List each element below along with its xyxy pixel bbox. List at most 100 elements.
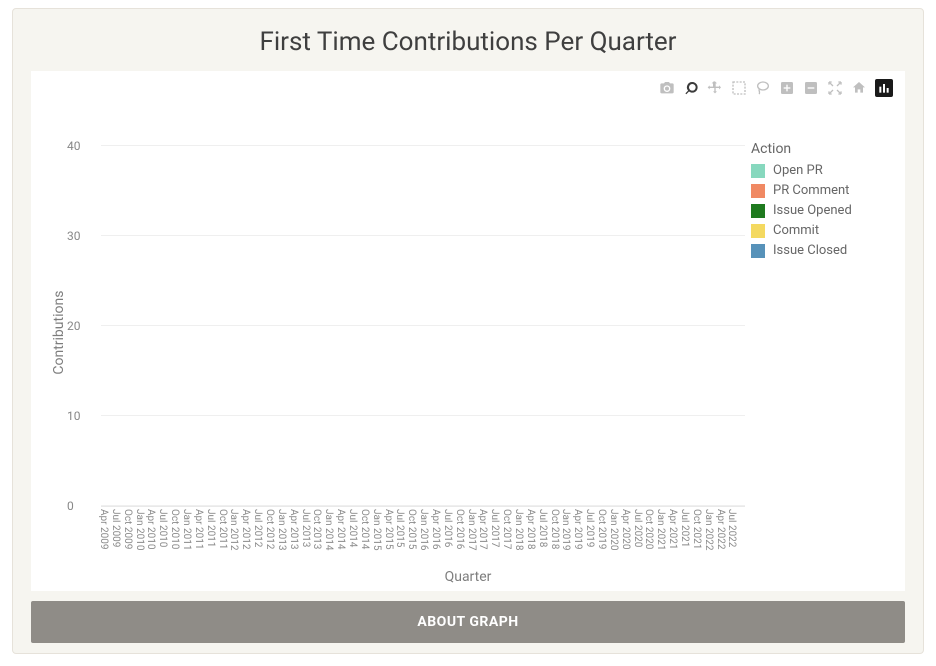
camera-icon[interactable] <box>659 80 675 96</box>
y-gridline <box>101 235 745 236</box>
x-tick-label: Jan 2013 <box>276 509 287 550</box>
x-tick-label: Jul 2012 <box>252 509 263 547</box>
chart-panel: First Time Contributions Per Quarter <box>12 8 924 654</box>
legend-label: Commit <box>773 223 819 238</box>
x-tick-label: Apr 2018 <box>525 509 536 550</box>
x-tick-label: Oct 2016 <box>454 509 465 549</box>
x-tick-label: Oct 2020 <box>643 509 654 549</box>
about-graph-button[interactable]: ABOUT GRAPH <box>31 601 905 643</box>
zoom-out-icon[interactable] <box>803 80 819 96</box>
x-tick-label: Oct 2017 <box>501 509 512 549</box>
x-tick-label: Oct 2014 <box>359 509 370 549</box>
y-gridline <box>101 415 745 416</box>
x-tick-label: Jan 2016 <box>418 509 429 550</box>
legend: Action Open PR PR Comment Issue Opened Comm… <box>751 141 891 263</box>
y-tick-label: 40 <box>67 139 81 153</box>
x-tick-label: Jul 2009 <box>110 509 121 547</box>
x-tick-label: Oct 2021 <box>691 509 702 549</box>
x-tick-label: Apr 2012 <box>240 509 251 550</box>
x-axis-title: Quarter <box>31 569 905 591</box>
x-tick-label: Jan 2020 <box>608 509 619 550</box>
legend-label: Issue Opened <box>773 203 852 218</box>
x-tick-label: Apr 2019 <box>572 509 583 550</box>
lasso-select-icon[interactable] <box>755 80 771 96</box>
x-tick-label: Oct 2013 <box>311 509 322 549</box>
x-tick-label: Apr 2011 <box>193 509 204 550</box>
x-tick-label: Jan 2019 <box>560 509 571 550</box>
x-tick-label: Jan 2014 <box>323 509 334 550</box>
x-tick-label: Oct 2009 <box>122 509 133 549</box>
legend-swatch <box>751 224 765 238</box>
x-tick-label: Jan 2018 <box>513 509 524 550</box>
x-tick-label: Jan 2015 <box>371 509 382 550</box>
y-axis-title: Contributions <box>51 291 67 375</box>
x-tick-label: Jan 2010 <box>134 509 145 550</box>
plot-card: Contributions Action Open PR PR Comment Is… <box>31 71 905 591</box>
x-tick-label: Jul 2022 <box>726 509 737 547</box>
legend-label: Issue Closed <box>773 243 847 258</box>
x-tick-label: Jul 2015 <box>394 509 405 547</box>
x-tick-label: Apr 2009 <box>98 509 109 550</box>
x-tick-label: Jul 2010 <box>157 509 168 547</box>
x-tick-label: Jan 2011 <box>181 509 192 550</box>
x-tick-label: Oct 2011 <box>217 509 228 549</box>
x-tick-label: Apr 2020 <box>620 509 631 550</box>
legend-swatch <box>751 204 765 218</box>
pan-icon[interactable] <box>707 80 723 96</box>
plot-area[interactable]: 010203040 Apr 2009Jul 2009Oct 2009Jan 20… <box>101 101 745 565</box>
y-tick-label: 30 <box>67 229 81 243</box>
x-tick-label: Apr 2015 <box>383 509 394 550</box>
x-tick-label: Jul 2021 <box>679 509 690 547</box>
x-tick-label: Jul 2014 <box>347 509 358 547</box>
x-tick-label: Jul 2017 <box>489 509 500 547</box>
x-tick-label: Jul 2016 <box>442 509 453 547</box>
x-tick-label: Apr 2014 <box>335 509 346 550</box>
x-tick-label: Oct 2010 <box>169 509 180 549</box>
x-tick-label: Oct 2019 <box>596 509 607 549</box>
x-tick-label: Apr 2013 <box>288 509 299 550</box>
legend-label: Open PR <box>773 163 823 178</box>
legend-title: Action <box>751 141 891 157</box>
legend-item[interactable]: Open PR <box>751 163 891 178</box>
legend-item[interactable]: Commit <box>751 223 891 238</box>
reset-axes-icon[interactable] <box>851 80 867 96</box>
legend-swatch <box>751 164 765 178</box>
x-tick-label: Apr 2021 <box>667 509 678 550</box>
legend-swatch <box>751 184 765 198</box>
x-tick-label: Jul 2013 <box>300 509 311 547</box>
x-tick-label: Oct 2015 <box>406 509 417 549</box>
x-tick-label: Apr 2022 <box>715 509 726 550</box>
x-tick-label: Jul 2011 <box>205 509 216 547</box>
y-tick-label: 10 <box>67 409 81 423</box>
box-select-icon[interactable] <box>731 80 747 96</box>
x-tick-label: Jan 2017 <box>466 509 477 550</box>
y-gridline <box>101 145 745 146</box>
grid-region: 010203040 <box>101 101 745 507</box>
legend-item[interactable]: Issue Opened <box>751 203 891 218</box>
x-tick-label: Apr 2017 <box>477 509 488 550</box>
x-tick-label: Jul 2019 <box>584 509 595 547</box>
y-gridline <box>101 325 745 326</box>
x-tick-label: Oct 2012 <box>264 509 275 549</box>
y-gridline <box>101 505 745 506</box>
x-tick-label: Oct 2018 <box>549 509 560 549</box>
x-tick-label: Jan 2022 <box>703 509 714 550</box>
zoom-in-icon[interactable] <box>779 80 795 96</box>
x-tick-label: Jan 2012 <box>228 509 239 550</box>
zoom-icon[interactable] <box>683 80 699 96</box>
legend-label: PR Comment <box>773 183 849 198</box>
legend-swatch <box>751 244 765 258</box>
legend-item[interactable]: Issue Closed <box>751 243 891 258</box>
x-tick-label: Apr 2016 <box>430 509 441 550</box>
chart-title: First Time Contributions Per Quarter <box>31 27 905 57</box>
plotly-logo-icon[interactable] <box>875 79 893 97</box>
x-tick-label: Jan 2021 <box>655 509 666 550</box>
x-tick-label: Jul 2018 <box>537 509 548 547</box>
x-tick-label: Apr 2010 <box>145 509 156 550</box>
autoscale-icon[interactable] <box>827 80 843 96</box>
y-tick-label: 20 <box>67 319 81 333</box>
y-tick-label: 0 <box>67 499 74 513</box>
modebar <box>659 79 893 97</box>
legend-item[interactable]: PR Comment <box>751 183 891 198</box>
x-tick-label: Jul 2020 <box>632 509 643 547</box>
